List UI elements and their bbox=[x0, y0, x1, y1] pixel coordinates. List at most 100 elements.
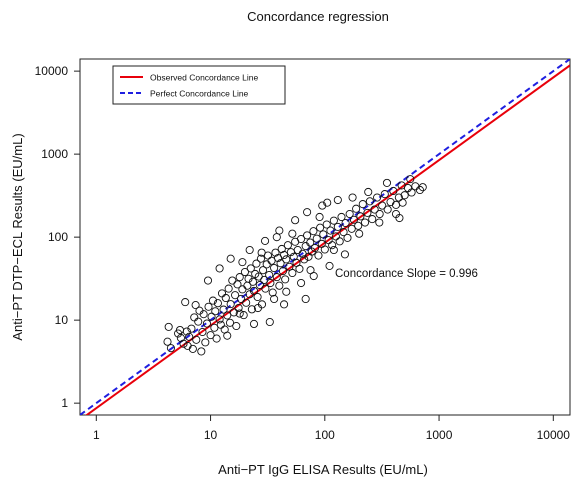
data-point bbox=[229, 308, 238, 317]
data-point bbox=[291, 216, 300, 225]
data-point bbox=[181, 298, 190, 307]
data-point bbox=[210, 323, 219, 332]
data-point bbox=[411, 182, 420, 191]
data-point bbox=[202, 319, 212, 328]
data-point bbox=[201, 338, 210, 347]
data-point bbox=[198, 327, 207, 337]
data-point bbox=[282, 287, 291, 296]
data-point bbox=[323, 198, 332, 207]
data-point bbox=[276, 259, 285, 268]
data-point bbox=[365, 197, 374, 206]
data-point bbox=[207, 312, 216, 321]
data-point bbox=[325, 261, 334, 270]
data-point bbox=[215, 315, 224, 324]
x-tick-label: 10000 bbox=[537, 428, 571, 442]
data-point bbox=[255, 280, 264, 290]
data-point bbox=[395, 213, 404, 223]
data-point bbox=[337, 212, 346, 222]
legend-perfect-label: Perfect Concordance Line bbox=[150, 89, 249, 99]
data-point bbox=[253, 292, 262, 302]
data-point bbox=[270, 294, 279, 304]
data-point bbox=[295, 264, 304, 273]
y-tick-label: 1 bbox=[61, 396, 68, 410]
data-point bbox=[333, 195, 342, 205]
y-tick-label: 1000 bbox=[41, 147, 68, 161]
data-point bbox=[288, 268, 297, 278]
data-point bbox=[306, 266, 315, 275]
data-point bbox=[343, 233, 352, 242]
data-point bbox=[315, 212, 324, 222]
data-point bbox=[355, 229, 364, 238]
data-point bbox=[382, 178, 392, 187]
data-point bbox=[364, 187, 373, 197]
data-point bbox=[373, 193, 382, 202]
data-point bbox=[368, 215, 377, 224]
data-point bbox=[203, 276, 213, 285]
data-point bbox=[375, 209, 384, 219]
data-point bbox=[347, 224, 356, 233]
data-point bbox=[233, 280, 242, 289]
x-tick-label: 10 bbox=[204, 428, 218, 442]
legend: Observed Concordance Line Perfect Concor… bbox=[112, 65, 286, 105]
data-point bbox=[216, 320, 225, 329]
data-point bbox=[226, 254, 235, 263]
data-point bbox=[244, 274, 253, 283]
data-point bbox=[258, 266, 268, 275]
data-point bbox=[206, 331, 215, 340]
data-point bbox=[339, 228, 348, 237]
chart-title: Concordance regression bbox=[247, 9, 389, 24]
data-point bbox=[191, 301, 200, 310]
data-point bbox=[318, 201, 327, 210]
data-point bbox=[213, 299, 222, 308]
data-point bbox=[261, 236, 270, 245]
data-point bbox=[394, 193, 403, 202]
data-point bbox=[163, 337, 172, 346]
data-point bbox=[288, 229, 297, 238]
data-point bbox=[215, 264, 224, 273]
data-point bbox=[281, 275, 290, 284]
data-point bbox=[188, 344, 197, 353]
data-point bbox=[303, 231, 312, 240]
data-point bbox=[375, 218, 384, 227]
data-point bbox=[232, 321, 241, 331]
x-tick-label: 1 bbox=[93, 428, 100, 442]
data-point bbox=[248, 277, 257, 286]
data-point bbox=[354, 221, 363, 230]
data-point bbox=[335, 237, 344, 246]
data-point bbox=[301, 294, 310, 304]
data-point bbox=[231, 291, 240, 300]
data-point bbox=[245, 245, 254, 255]
data-point bbox=[228, 276, 237, 285]
data-point bbox=[235, 309, 244, 318]
data-point bbox=[265, 270, 274, 280]
data-point bbox=[240, 267, 249, 277]
data-point bbox=[418, 183, 427, 192]
data-point bbox=[309, 227, 318, 236]
data-point bbox=[272, 233, 281, 242]
data-point bbox=[380, 190, 389, 199]
x-axis-label: Anti−PT IgG ELISA Results (EU/mL) bbox=[218, 462, 428, 477]
data-point bbox=[192, 335, 201, 344]
data-point bbox=[363, 208, 372, 217]
y-tick-label: 10000 bbox=[35, 64, 69, 78]
data-point bbox=[345, 209, 354, 219]
data-point bbox=[356, 212, 365, 221]
data-point bbox=[278, 267, 287, 276]
legend-observed-label: Observed Concordance Line bbox=[150, 73, 258, 83]
data-point bbox=[266, 278, 275, 288]
data-point bbox=[406, 175, 415, 184]
data-point bbox=[360, 218, 370, 227]
data-point bbox=[283, 241, 292, 250]
data-point bbox=[319, 230, 328, 239]
data-point bbox=[212, 334, 221, 343]
data-point bbox=[341, 218, 350, 228]
data-point bbox=[407, 188, 416, 197]
data-point bbox=[268, 288, 277, 297]
data-point bbox=[297, 278, 306, 288]
data-point bbox=[187, 324, 196, 333]
data-point bbox=[226, 300, 235, 309]
data-point bbox=[329, 245, 338, 255]
data-point bbox=[223, 331, 232, 340]
data-point bbox=[301, 242, 310, 251]
